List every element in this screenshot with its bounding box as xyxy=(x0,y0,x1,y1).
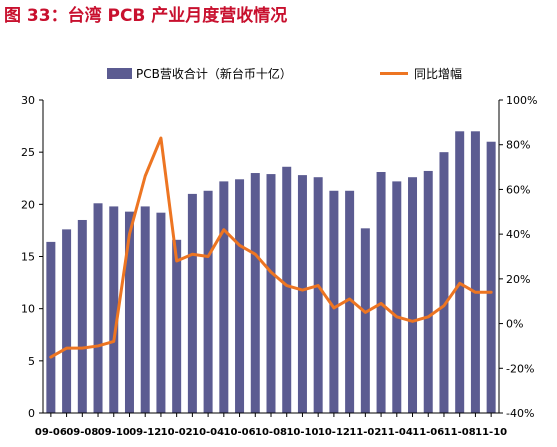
y2-tick-label: 60% xyxy=(506,183,530,196)
bar xyxy=(172,239,182,413)
bar xyxy=(235,179,245,413)
bar xyxy=(313,177,323,413)
y2-tick-label: 100% xyxy=(506,94,537,107)
bar xyxy=(408,177,418,413)
bar xyxy=(93,203,103,413)
x-tick-label: 09-08 xyxy=(66,427,98,438)
y2-tick-label: -40% xyxy=(506,407,534,420)
x-tick-label: 11-02 xyxy=(349,427,381,438)
x-tick-label: 11-04 xyxy=(381,427,413,438)
y2-tick-label: 80% xyxy=(506,139,530,152)
y-tick-label: 25 xyxy=(21,146,35,159)
bar xyxy=(439,152,449,414)
bar xyxy=(219,181,229,413)
x-tick-label: 11-10 xyxy=(475,427,507,438)
legend-bar-label: PCB营收合计（新台币十亿） xyxy=(136,66,292,81)
legend: PCB营收合计（新台币十亿） 同比增幅 xyxy=(107,66,462,81)
bar xyxy=(109,206,119,413)
y-tick-label: 5 xyxy=(28,355,35,368)
y-tick-label: 15 xyxy=(21,251,35,264)
y-tick-label: 10 xyxy=(21,303,35,316)
bar xyxy=(423,170,433,413)
legend-bar-swatch xyxy=(107,68,132,79)
bar xyxy=(329,190,339,413)
bar xyxy=(376,171,386,413)
bar xyxy=(486,141,496,414)
y-tick-label: 0 xyxy=(28,407,35,420)
bar xyxy=(470,131,480,414)
x-tick-label: 10-10 xyxy=(286,427,318,438)
bar xyxy=(203,190,213,413)
y2-tick-label: 0% xyxy=(506,318,523,331)
bar xyxy=(266,174,276,413)
y2-tick-label: -20% xyxy=(506,362,534,375)
bar xyxy=(46,241,56,413)
x-tick-label: 11-06 xyxy=(412,427,444,438)
bar xyxy=(77,219,87,413)
x-tick-label: 10-04 xyxy=(192,427,224,438)
bar xyxy=(124,211,134,413)
x-tick-label: 09-12 xyxy=(129,427,161,438)
x-tick-label: 10-08 xyxy=(255,427,287,438)
bar xyxy=(455,131,465,414)
x-tick-label: 09-10 xyxy=(98,427,130,438)
legend-line-label: 同比增幅 xyxy=(414,66,462,81)
x-tick-label: 10-06 xyxy=(224,427,256,438)
bar xyxy=(187,193,197,413)
bar xyxy=(140,206,150,413)
y2-tick-label: 40% xyxy=(506,228,530,241)
x-tick-label: 10-02 xyxy=(161,427,193,438)
bar xyxy=(392,181,402,413)
x-tick-label: 09-06 xyxy=(35,427,67,438)
bar xyxy=(62,229,72,413)
bar xyxy=(156,212,166,413)
bar xyxy=(345,190,355,413)
y-tick-label: 20 xyxy=(21,198,35,211)
figure-title: 图 33：台湾 PCB 产业月度营收情况 xyxy=(4,6,288,26)
y2-tick-label: 20% xyxy=(506,273,530,286)
x-tick-label: 10-12 xyxy=(318,427,350,438)
bar xyxy=(297,175,307,413)
bar xyxy=(360,228,370,413)
plot-area: 0 5 10 15 20 25 30 -40% -20% 0% 20% 40% 60% 80% 100% 09… xyxy=(21,94,537,438)
bar xyxy=(282,166,292,413)
x-tick-label: 11-08 xyxy=(444,427,476,438)
y-tick-label: 30 xyxy=(21,94,35,107)
bar xyxy=(250,173,260,413)
